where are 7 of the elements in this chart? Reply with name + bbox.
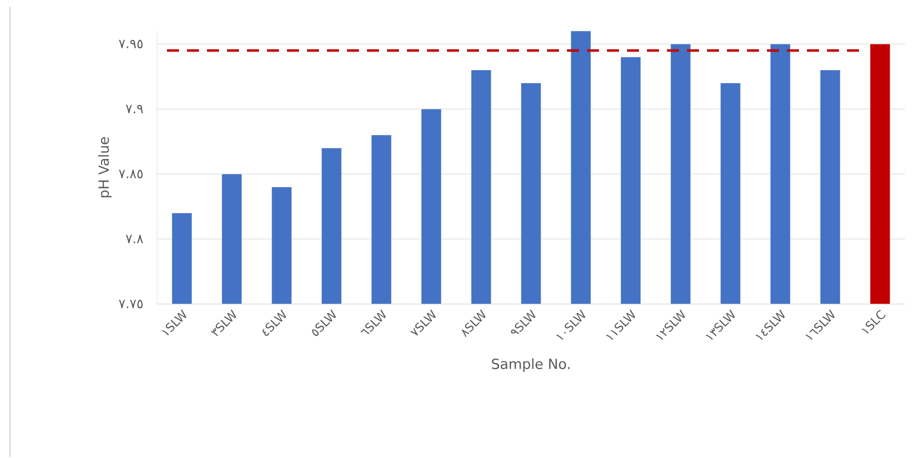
- y-tick-label: ٧.٧٥: [118, 300, 143, 308]
- y-tick-label: ٧.٨: [126, 235, 144, 244]
- y-tick-label: ٧.٩٥: [118, 40, 143, 48]
- y-tick-label: ٧.٨٥: [118, 170, 143, 178]
- y-tick-label: ٧.٩: [126, 104, 143, 114]
- x-axis-title: Sample No.: [492, 358, 570, 372]
- y-axis-title: pH Value: [98, 137, 112, 198]
